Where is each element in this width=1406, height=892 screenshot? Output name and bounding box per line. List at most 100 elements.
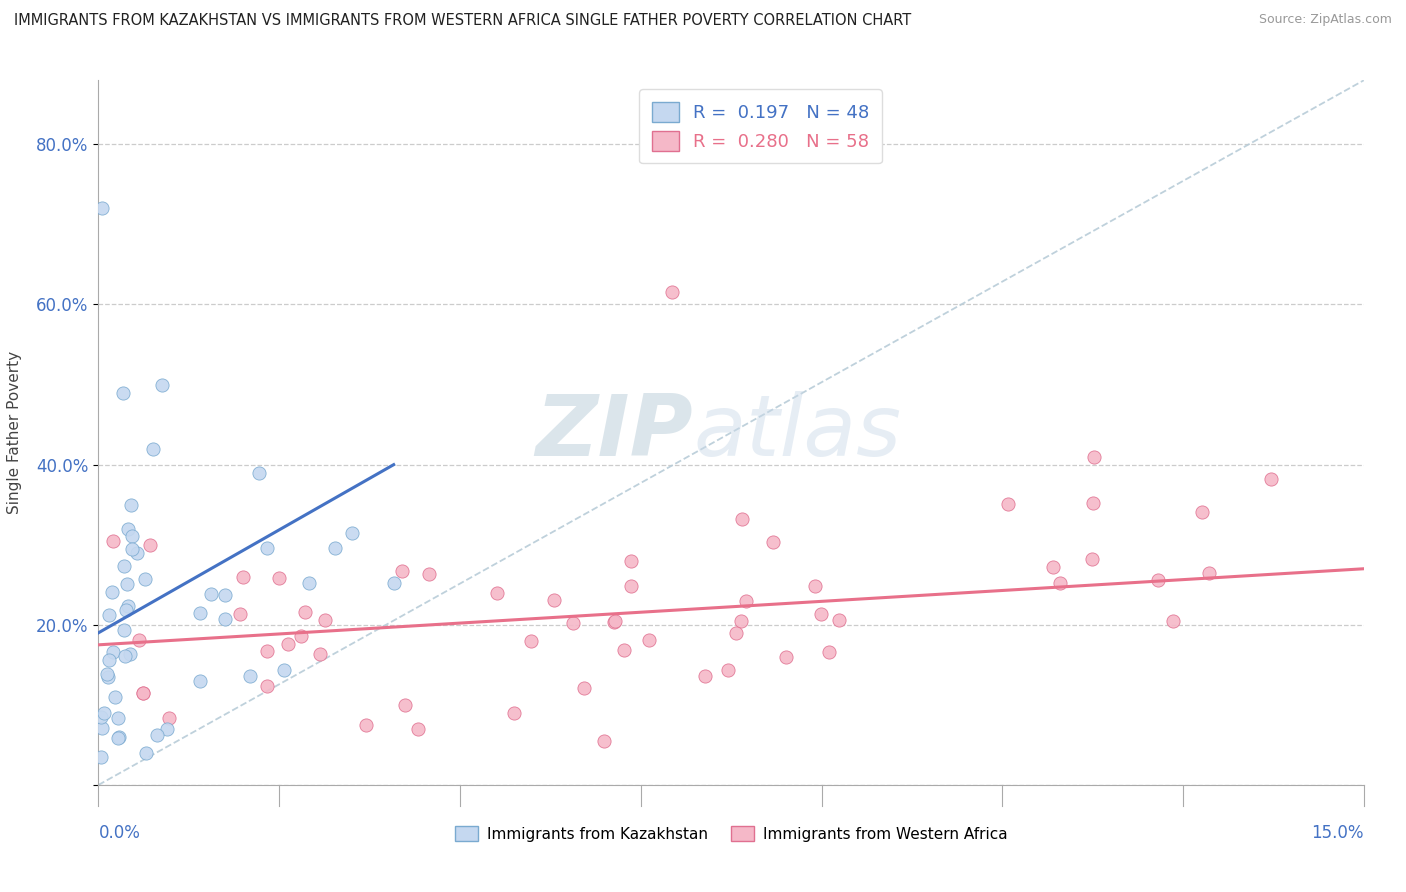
Point — [323, 541, 346, 555]
Point — [100, 584, 122, 599]
Point — [150, 377, 173, 392]
Point — [1083, 450, 1105, 464]
Point — [117, 522, 139, 536]
Point — [138, 538, 160, 552]
Point — [200, 587, 222, 601]
Point — [828, 613, 851, 627]
Point — [725, 626, 748, 640]
Point — [127, 546, 149, 560]
Point — [132, 686, 155, 700]
Point — [120, 498, 142, 512]
Point — [90, 750, 112, 764]
Point — [117, 599, 139, 614]
Point — [115, 577, 138, 591]
Point — [135, 746, 157, 760]
Point — [134, 572, 156, 586]
Point — [239, 669, 262, 683]
Text: 0.0%: 0.0% — [98, 824, 141, 842]
Point — [603, 614, 626, 628]
Point — [572, 681, 595, 695]
Point — [114, 648, 136, 663]
Point — [96, 666, 118, 681]
Point — [256, 679, 278, 693]
Point — [156, 722, 179, 736]
Point — [818, 645, 841, 659]
Point — [418, 567, 440, 582]
Point — [382, 575, 405, 590]
Point — [762, 534, 785, 549]
Point — [308, 647, 330, 661]
Y-axis label: Single Father Poverty: Single Father Poverty — [7, 351, 22, 514]
Point — [188, 673, 211, 688]
Point — [486, 586, 509, 600]
Point — [695, 669, 717, 683]
Point — [90, 710, 112, 724]
Point — [256, 541, 278, 556]
Point — [408, 722, 430, 736]
Point — [1260, 472, 1282, 486]
Text: 15.0%: 15.0% — [1312, 824, 1364, 842]
Point — [735, 593, 758, 607]
Point — [613, 643, 636, 657]
Point — [101, 645, 124, 659]
Point — [277, 637, 299, 651]
Point — [340, 526, 363, 541]
Text: atlas: atlas — [693, 391, 901, 475]
Point — [593, 734, 616, 748]
Point — [121, 529, 143, 543]
Point — [314, 613, 336, 627]
Point — [730, 512, 752, 526]
Point — [356, 718, 378, 732]
Point — [543, 592, 565, 607]
Point — [103, 533, 125, 548]
Point — [997, 497, 1019, 511]
Point — [603, 615, 626, 629]
Point — [98, 653, 121, 667]
Point — [1191, 505, 1213, 519]
Text: IMMIGRANTS FROM KAZAKHSTAN VS IMMIGRANTS FROM WESTERN AFRICA SINGLE FATHER POVER: IMMIGRANTS FROM KAZAKHSTAN VS IMMIGRANTS… — [14, 13, 911, 29]
Point — [1042, 560, 1064, 574]
Point — [520, 633, 543, 648]
Point — [107, 711, 129, 725]
Point — [562, 615, 585, 630]
Point — [97, 670, 120, 684]
Point — [188, 607, 211, 621]
Point — [112, 624, 135, 638]
Point — [229, 607, 252, 621]
Text: ZIP: ZIP — [536, 391, 693, 475]
Point — [97, 607, 120, 622]
Point — [502, 706, 524, 720]
Point — [114, 603, 136, 617]
Point — [107, 731, 129, 745]
Point — [298, 576, 321, 591]
Point — [232, 570, 254, 584]
Point — [620, 579, 643, 593]
Point — [290, 629, 312, 643]
Point — [214, 588, 236, 602]
Point — [1146, 573, 1168, 587]
Point — [661, 285, 683, 300]
Point — [1049, 575, 1071, 590]
Point — [121, 541, 143, 556]
Point — [256, 644, 278, 658]
Point — [638, 632, 661, 647]
Point — [247, 466, 270, 480]
Point — [716, 663, 738, 677]
Legend: Immigrants from Kazakhstan, Immigrants from Western Africa: Immigrants from Kazakhstan, Immigrants f… — [449, 820, 1014, 847]
Point — [128, 633, 150, 648]
Text: Source: ZipAtlas.com: Source: ZipAtlas.com — [1258, 13, 1392, 27]
Point — [1081, 496, 1104, 510]
Point — [267, 571, 290, 585]
Point — [107, 730, 129, 744]
Point — [730, 614, 752, 628]
Point — [90, 202, 112, 216]
Point — [111, 385, 134, 400]
Point — [159, 711, 181, 725]
Point — [142, 442, 165, 456]
Point — [804, 579, 827, 593]
Point — [118, 647, 141, 661]
Point — [104, 690, 127, 704]
Point — [146, 728, 169, 742]
Point — [1081, 552, 1104, 566]
Point — [391, 565, 413, 579]
